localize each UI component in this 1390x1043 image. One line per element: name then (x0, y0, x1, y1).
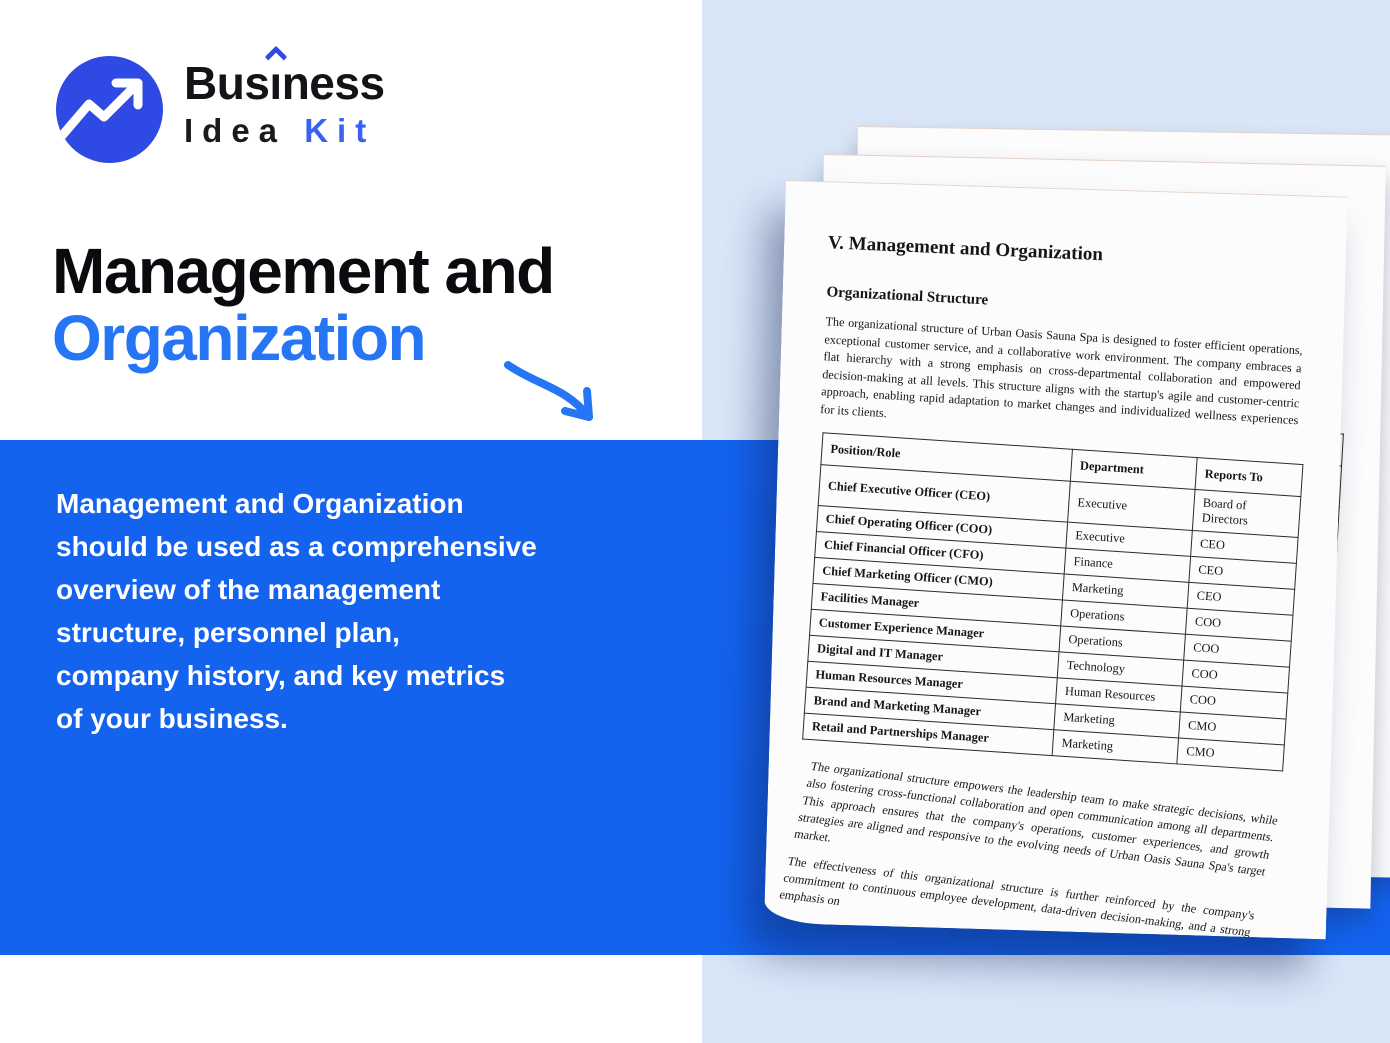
document-page-front: V. Management and Organization Organizat… (763, 180, 1348, 940)
table-cell: CMO (1176, 738, 1285, 772)
document-content: V. Management and Organization Organizat… (764, 181, 1347, 939)
trend-arrow-icon (56, 56, 163, 163)
curved-arrow-icon (504, 361, 593, 421)
description-text: Management and Organization should be us… (56, 488, 537, 734)
brand-subname: Idea Kit (184, 112, 376, 149)
brand-wordmark: Bus ıness Idea Kit (184, 45, 504, 151)
document-paragraph: The organizational structure of Urban Oa… (819, 314, 1304, 428)
document-title: V. Management and Organization (827, 232, 1104, 266)
document-bottom-paragraphs: The organizational structure empowers th… (777, 758, 1279, 939)
brand-name: Bus ıness (184, 45, 504, 109)
page-title: Management and Organization (52, 235, 555, 374)
